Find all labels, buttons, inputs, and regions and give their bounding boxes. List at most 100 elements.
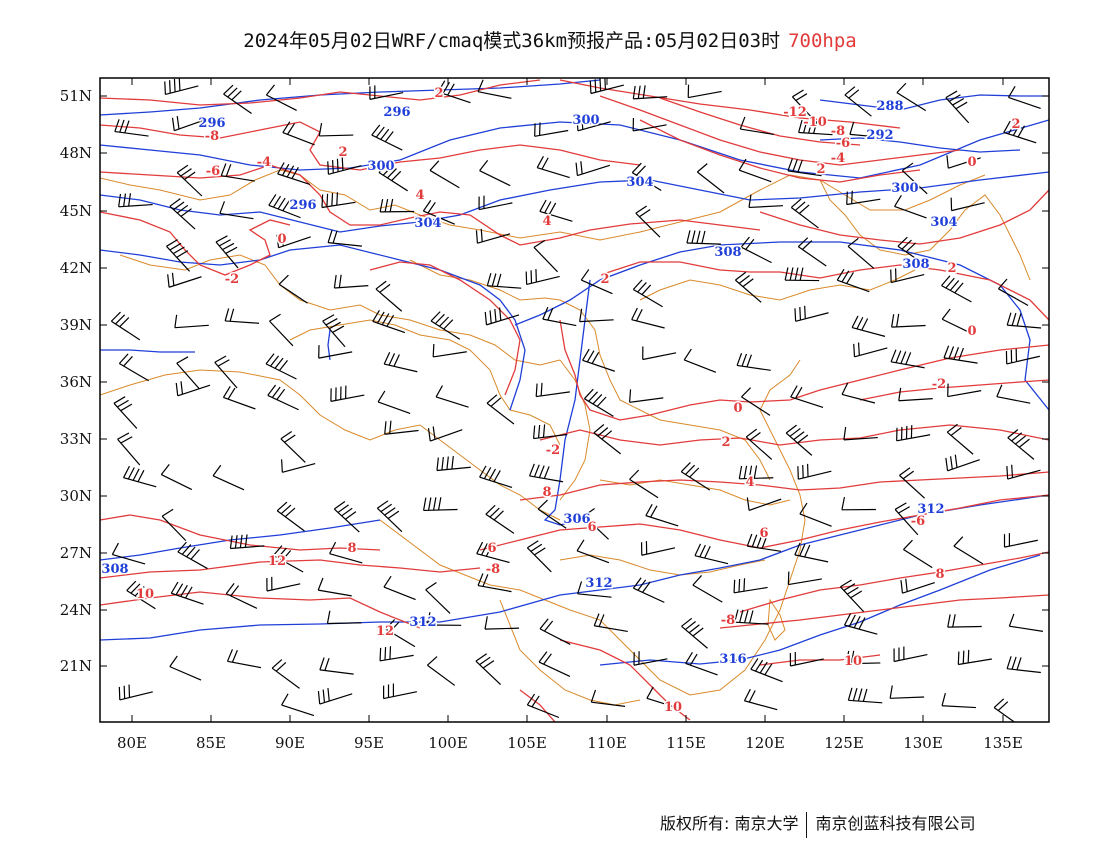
height-contour	[819, 94, 1049, 111]
temperature-label: 4	[415, 188, 424, 203]
temperature-label: 2	[947, 261, 956, 276]
wind-barb	[743, 688, 778, 711]
wind-barb	[326, 610, 362, 625]
wind-barb	[422, 200, 455, 225]
height-label: 308	[714, 245, 741, 260]
wind-barb	[371, 124, 403, 151]
wind-barb	[631, 162, 662, 191]
wind-barb	[896, 425, 931, 442]
wind-barb	[278, 274, 308, 304]
wind-barb	[425, 581, 451, 614]
lat-tick-label: 51N	[60, 87, 92, 105]
temperature-label: 2	[816, 162, 825, 177]
copyright-company: 南京创蓝科技有限公司	[815, 814, 976, 833]
wind-barb	[432, 343, 467, 358]
wind-barb	[536, 155, 570, 179]
wind-barb	[378, 162, 408, 192]
wind-barb	[372, 309, 406, 334]
lon-tick-label: 130E	[903, 734, 943, 752]
wind-barb	[160, 463, 193, 491]
wind-barb	[687, 84, 722, 99]
wind-barb	[748, 194, 783, 209]
wind-barb	[111, 542, 146, 565]
wind-barb	[277, 162, 311, 186]
temperature-label: 2	[1011, 117, 1020, 132]
wind-barb	[582, 348, 615, 372]
wind-barbs	[110, 78, 1044, 722]
wind-barb	[632, 117, 667, 132]
temperature-contour	[559, 639, 691, 721]
wind-barb	[683, 348, 717, 373]
wind-barb	[692, 575, 723, 603]
wind-barb	[593, 613, 628, 633]
wind-barb	[215, 235, 239, 269]
wind-barb	[890, 349, 925, 369]
wind-barb	[590, 689, 626, 707]
wind-barb	[229, 534, 265, 550]
wind-barb	[176, 164, 203, 197]
wind-barb	[223, 84, 252, 114]
height-label: 312	[917, 502, 944, 517]
lon-tick-label: 85E	[196, 734, 226, 752]
wind-barb	[219, 201, 254, 220]
wind-barb	[897, 236, 927, 266]
wind-barb	[317, 577, 352, 597]
wind-barb	[696, 163, 725, 194]
wind-barb	[746, 533, 781, 552]
height-contour	[543, 279, 591, 526]
wind-barb	[383, 575, 416, 601]
wind-barb	[1007, 85, 1041, 110]
wind-barb	[941, 308, 974, 335]
height-contour	[100, 171, 1049, 233]
wind-barb	[957, 649, 992, 666]
wind-barb	[526, 540, 552, 573]
temperature-label: 4	[745, 475, 754, 490]
wind-barb	[738, 465, 774, 480]
height-label: 288	[876, 99, 903, 114]
lon-tick-label: 100E	[428, 734, 468, 752]
wind-barb	[799, 502, 832, 527]
wind-barb	[843, 426, 878, 441]
temperature-label: 0	[277, 232, 286, 247]
wind-barb	[841, 496, 876, 511]
wind-barb	[996, 384, 1031, 404]
wind-barb	[225, 583, 258, 609]
height-contour	[100, 494, 1049, 641]
lat-tick-label: 39N	[60, 316, 92, 334]
wind-barb	[535, 382, 570, 398]
wind-barb	[379, 198, 415, 213]
wind-barb	[422, 497, 458, 512]
wind-barb	[1008, 613, 1044, 632]
wind-barb	[384, 420, 419, 435]
temperature-label: 12	[376, 624, 394, 639]
wind-barb	[589, 78, 624, 95]
wind-barb	[640, 541, 676, 556]
wind-barb	[583, 508, 609, 540]
height-contour	[100, 244, 526, 411]
wind-barb	[170, 581, 204, 605]
wind-barb	[631, 307, 665, 329]
temperature-label: 2	[434, 86, 443, 101]
lat-tick-label: 27N	[60, 544, 92, 562]
temperature-label: -6	[911, 514, 925, 529]
wind-barb	[890, 268, 925, 284]
temperature-label: -2	[546, 443, 560, 458]
wind-barb	[1003, 533, 1038, 548]
temperature-contour-labels: 2-8-424-60-242-12-10-8-6-42 020-202468101…	[134, 85, 1022, 717]
wind-barb	[891, 313, 926, 328]
temperature-label: 12	[268, 554, 286, 569]
wind-barb	[686, 230, 721, 245]
height-label: 292	[866, 128, 893, 143]
lon-tick-label: 115E	[666, 734, 706, 752]
wind-barb	[847, 237, 875, 269]
wind-barb	[632, 577, 665, 603]
temperature-contour	[100, 591, 421, 629]
wind-barb	[268, 194, 301, 219]
lon-tick-label: 80E	[117, 734, 147, 752]
wind-barb	[784, 267, 820, 282]
wind-barb	[797, 463, 832, 480]
wind-barb	[161, 508, 187, 542]
lon-tick-label: 135E	[983, 734, 1023, 752]
boundary-line	[119, 254, 561, 366]
temperature-label: 10	[136, 587, 154, 602]
